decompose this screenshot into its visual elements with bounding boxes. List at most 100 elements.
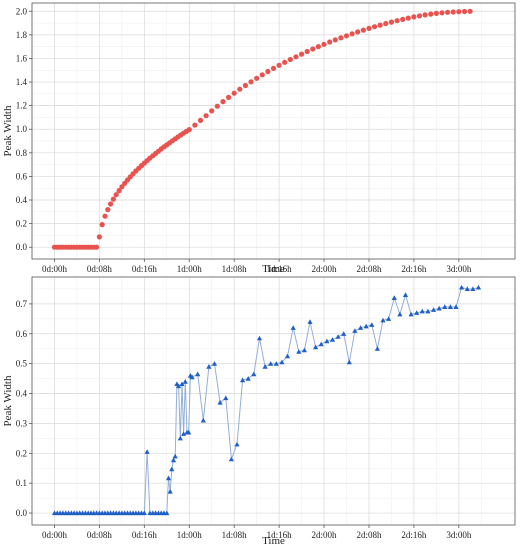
bottom-data-point <box>324 338 330 344</box>
bottom-data-point <box>284 353 291 359</box>
top-data-point <box>197 117 204 123</box>
top-data-point <box>405 15 411 21</box>
top-data-point <box>377 22 383 28</box>
top-data-point <box>433 10 439 16</box>
top-x-tick-label: 1d:00h <box>177 264 203 274</box>
top-x-tick-label: 0d:00h <box>42 264 68 274</box>
bottom-data-point <box>419 308 425 314</box>
top-data-point <box>209 108 215 114</box>
top-data-point <box>287 56 293 63</box>
bottom-data-point <box>391 295 397 300</box>
bottom-data-point <box>346 359 352 365</box>
bottom-data-point <box>290 325 296 330</box>
bottom-plot-frame <box>31 276 516 526</box>
bottom-data-point <box>251 371 257 377</box>
bottom-x-tick-label: 2d:00h <box>312 530 338 540</box>
top-data-point <box>203 113 209 119</box>
bottom-data-point <box>195 371 201 377</box>
top-data-point <box>242 82 248 89</box>
top-y-tick-label: 2.0 <box>16 6 28 16</box>
top-data-point <box>226 94 232 100</box>
top-data-point <box>461 8 468 15</box>
bottom-data-point <box>436 305 442 311</box>
top-x-tick-label: 1d:16h <box>267 264 293 274</box>
bottom-data-point <box>170 457 177 463</box>
top-data-point <box>299 51 305 57</box>
top-data-point <box>254 75 260 81</box>
top-data-point <box>439 10 445 16</box>
top-data-point <box>383 20 389 27</box>
top-data-point <box>343 33 350 39</box>
top-data-point <box>96 234 102 240</box>
bottom-x-tick-label: 2d:16h <box>401 530 427 540</box>
bottom-data-point <box>164 510 170 516</box>
top-data-point <box>113 192 119 198</box>
bottom-data-point <box>307 319 313 324</box>
bottom-data-point <box>177 435 183 441</box>
bottom-data-point <box>144 449 150 454</box>
top-data-point <box>349 31 355 37</box>
bottom-data-point <box>228 456 234 462</box>
bottom-y-tick-label: 0.1 <box>16 478 27 488</box>
top-data-point <box>116 188 122 194</box>
bottom-data-point <box>374 346 380 351</box>
top-y-tick-label: 1.4 <box>16 77 28 87</box>
bottom-y-tick-label: 0.4 <box>16 389 28 399</box>
bottom-x-axis-title: Time <box>262 535 285 547</box>
top-data-point <box>186 127 192 133</box>
bottom-data-point <box>318 341 324 347</box>
bottom-data-point <box>273 361 279 366</box>
bottom-x-tick-label: 1d:16h <box>267 530 293 540</box>
bottom-data-point <box>301 347 307 353</box>
bottom-data-point <box>352 328 358 333</box>
top-data-point <box>304 48 310 55</box>
top-y-tick-label: 0.2 <box>16 219 27 229</box>
top-x-tick-label: 2d:16h <box>401 264 427 274</box>
bottom-y-tick-label: 0.6 <box>16 329 28 339</box>
bottom-data-point <box>453 304 459 309</box>
bottom-y-tick-label: 0.2 <box>16 448 27 458</box>
bottom-data-point <box>296 349 302 354</box>
bottom-data-point <box>329 337 336 342</box>
bottom-data-point <box>211 361 218 366</box>
top-plot-area <box>32 3 515 259</box>
bottom-data-point <box>141 510 147 516</box>
bottom-x-tick-label: 1d:08h <box>222 530 248 540</box>
bottom-data-point <box>447 304 453 309</box>
top-x-tick-label: 0d:16h <box>132 264 158 274</box>
bottom-x-tick-label: 1d:00h <box>177 530 203 540</box>
top-data-point <box>105 207 111 213</box>
bottom-data-point <box>470 286 476 291</box>
bottom-data-point <box>169 466 175 472</box>
top-data-point <box>192 122 198 128</box>
top-y-tick-label: 1.6 <box>16 53 28 63</box>
top-data-point <box>338 35 344 41</box>
bottom-data-point <box>386 316 392 321</box>
bottom-data-point <box>369 322 375 327</box>
top-data-point <box>99 222 105 228</box>
top-y-tick-label: 1.2 <box>16 101 27 111</box>
bottom-data-point <box>363 323 369 329</box>
bottom-data-point <box>256 335 263 341</box>
bottom-y-axis-title: Peak Width <box>2 375 14 426</box>
top-data-point <box>237 86 243 92</box>
bottom-data-point <box>165 475 172 481</box>
bottom-data-point <box>402 292 409 297</box>
bottom-data-point <box>414 310 420 315</box>
top-data-point <box>416 13 423 19</box>
top-y-tick-label: 1.0 <box>16 124 28 134</box>
bottom-y-tick-label: 0.5 <box>16 359 28 369</box>
bottom-y-tick-label: 0.7 <box>16 299 28 309</box>
top-data-point <box>293 54 299 60</box>
top-data-point <box>102 213 108 219</box>
bottom-y-tick-label: 0.3 <box>16 418 28 428</box>
top-data-point <box>394 18 400 24</box>
bottom-data-point <box>279 359 285 365</box>
bottom-data-point <box>181 431 187 436</box>
top-data-point <box>355 29 361 35</box>
top-data-point <box>282 59 288 65</box>
bottom-data-point <box>459 284 465 290</box>
top-data-point <box>94 244 100 250</box>
